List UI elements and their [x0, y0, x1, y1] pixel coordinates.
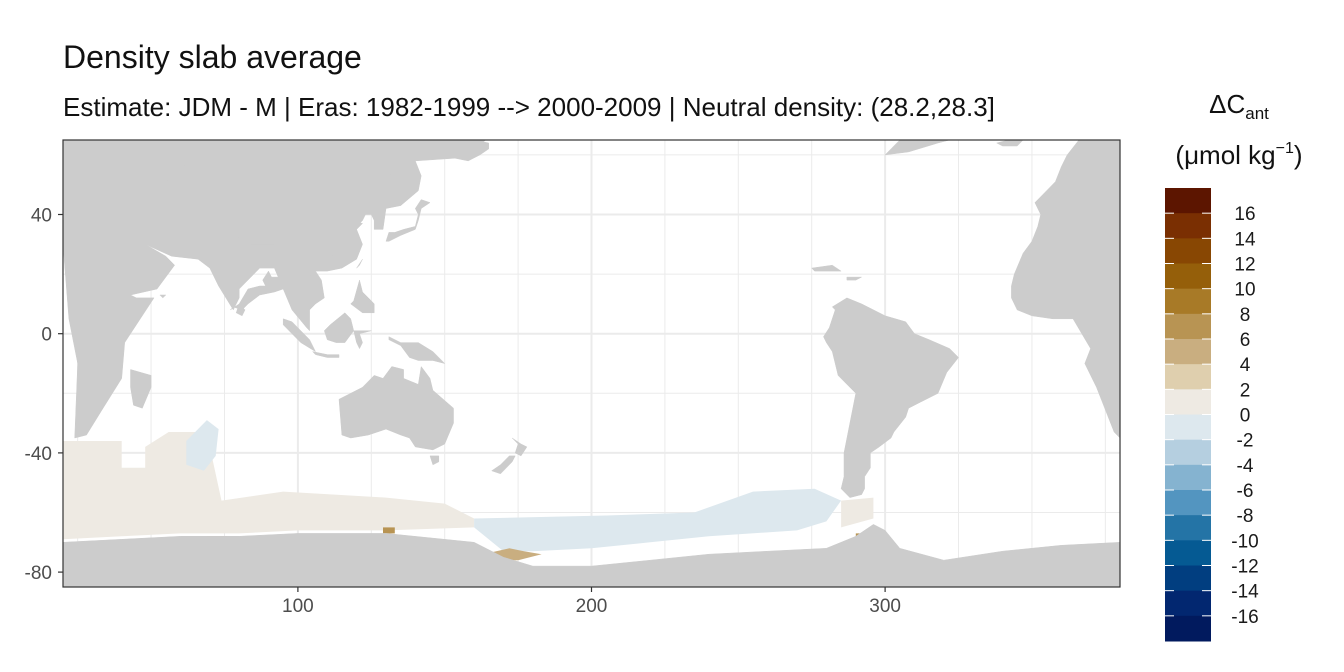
land-mass: [356, 258, 363, 269]
land-mass: [884, 140, 950, 156]
colorbar-swatch: [1165, 339, 1211, 365]
colorbar-label: -12: [1231, 557, 1258, 578]
x-tick-label: 100: [282, 596, 314, 617]
colorbar-label: 16: [1234, 204, 1255, 225]
colorbar-label: -16: [1231, 607, 1258, 628]
colorbar-label: -14: [1231, 582, 1259, 603]
colorbar-swatch: [1165, 414, 1211, 441]
land-mass: [350, 279, 375, 314]
land-mass: [130, 369, 152, 409]
legend-unit: (μmol kg−1): [1175, 140, 1302, 170]
y-tick-label: 0: [41, 325, 52, 346]
y-tick-label: -40: [25, 444, 52, 465]
colorbar-swatch: [1165, 188, 1211, 214]
legend-title: ΔCant: [1209, 89, 1269, 123]
land-mass: [846, 276, 862, 281]
land-mass: [823, 297, 959, 498]
land-mass: [511, 437, 528, 457]
value-region: [186, 420, 219, 471]
colorbar-swatch: [1165, 540, 1211, 566]
land-mass: [165, 140, 489, 311]
colorbar-swatch: [1165, 263, 1211, 290]
land-mass: [353, 330, 372, 349]
land-mass: [312, 351, 340, 358]
x-tick-label: 200: [576, 596, 608, 617]
land-mass: [429, 455, 440, 466]
land-mass: [388, 336, 445, 364]
colorbar-swatch: [1165, 515, 1211, 541]
chart-title: Density slab average: [63, 39, 362, 75]
y-tick-label: -80: [25, 563, 52, 584]
colorbar-label: 12: [1234, 255, 1255, 276]
land-mass: [282, 318, 316, 352]
colorbar-swatch: [1165, 389, 1211, 415]
land-mass: [63, 140, 487, 439]
colorbar-swatch: [1165, 288, 1211, 315]
land-mass: [63, 524, 1120, 587]
colorbar-label: -8: [1237, 506, 1254, 527]
value-region: [383, 527, 395, 534]
colorbar-label: 14: [1234, 229, 1256, 250]
colorbar-swatch: [1165, 490, 1211, 516]
colorbar-swatch: [1165, 364, 1211, 390]
colorbar-label: -6: [1237, 481, 1254, 502]
colorbar-swatch: [1165, 238, 1211, 264]
chart-subtitle: Estimate: JDM - M | Eras: 1982-1999 --> …: [63, 92, 995, 122]
colorbar-label: 0: [1240, 406, 1251, 427]
land-mass: [385, 199, 431, 242]
colorbar-label: -2: [1237, 431, 1254, 452]
land-mass: [338, 366, 454, 451]
colorbar-label: 4: [1240, 355, 1251, 376]
land-mass: [811, 264, 842, 272]
colorbar-swatch: [1165, 439, 1211, 466]
colorbar-labels: 16 14 12 10 8 6 4 2 0 -2 -4 -6 -8 -10 -12 -14 -16: [1165, 204, 1259, 628]
colorbar-swatches: [1165, 188, 1211, 642]
land-mass: [1011, 140, 1120, 439]
land-masses: [63, 140, 1120, 587]
land-mass: [491, 455, 516, 475]
colorbar-swatch: [1165, 590, 1211, 617]
colorbar-label: 2: [1240, 380, 1251, 401]
colorbar-swatch: [1165, 313, 1211, 340]
colorbar-swatch: [1165, 213, 1211, 239]
colorbar-swatch: [1165, 615, 1211, 642]
land-mass: [159, 294, 167, 299]
colorbar-legend: ΔCant (μmol kg−1) 16 14 12 10 8 6 4 2 0 -2 -4 -6 -8 -…: [1165, 89, 1303, 642]
x-tick-label: 300: [869, 596, 901, 617]
value-region: [841, 497, 874, 528]
value-region: [474, 488, 842, 552]
colorbar-swatch: [1165, 565, 1211, 592]
colorbar-label: -4: [1237, 456, 1254, 477]
value-region: [63, 432, 475, 540]
colorbar-label: 10: [1234, 280, 1255, 301]
colorbar-label: -10: [1231, 531, 1258, 552]
map-layer: [63, 140, 1120, 587]
y-tick-label: 40: [31, 206, 52, 227]
colorbar-label: 8: [1240, 305, 1251, 326]
colorbar-label: 6: [1240, 330, 1251, 351]
colorbar-swatch: [1165, 464, 1211, 491]
